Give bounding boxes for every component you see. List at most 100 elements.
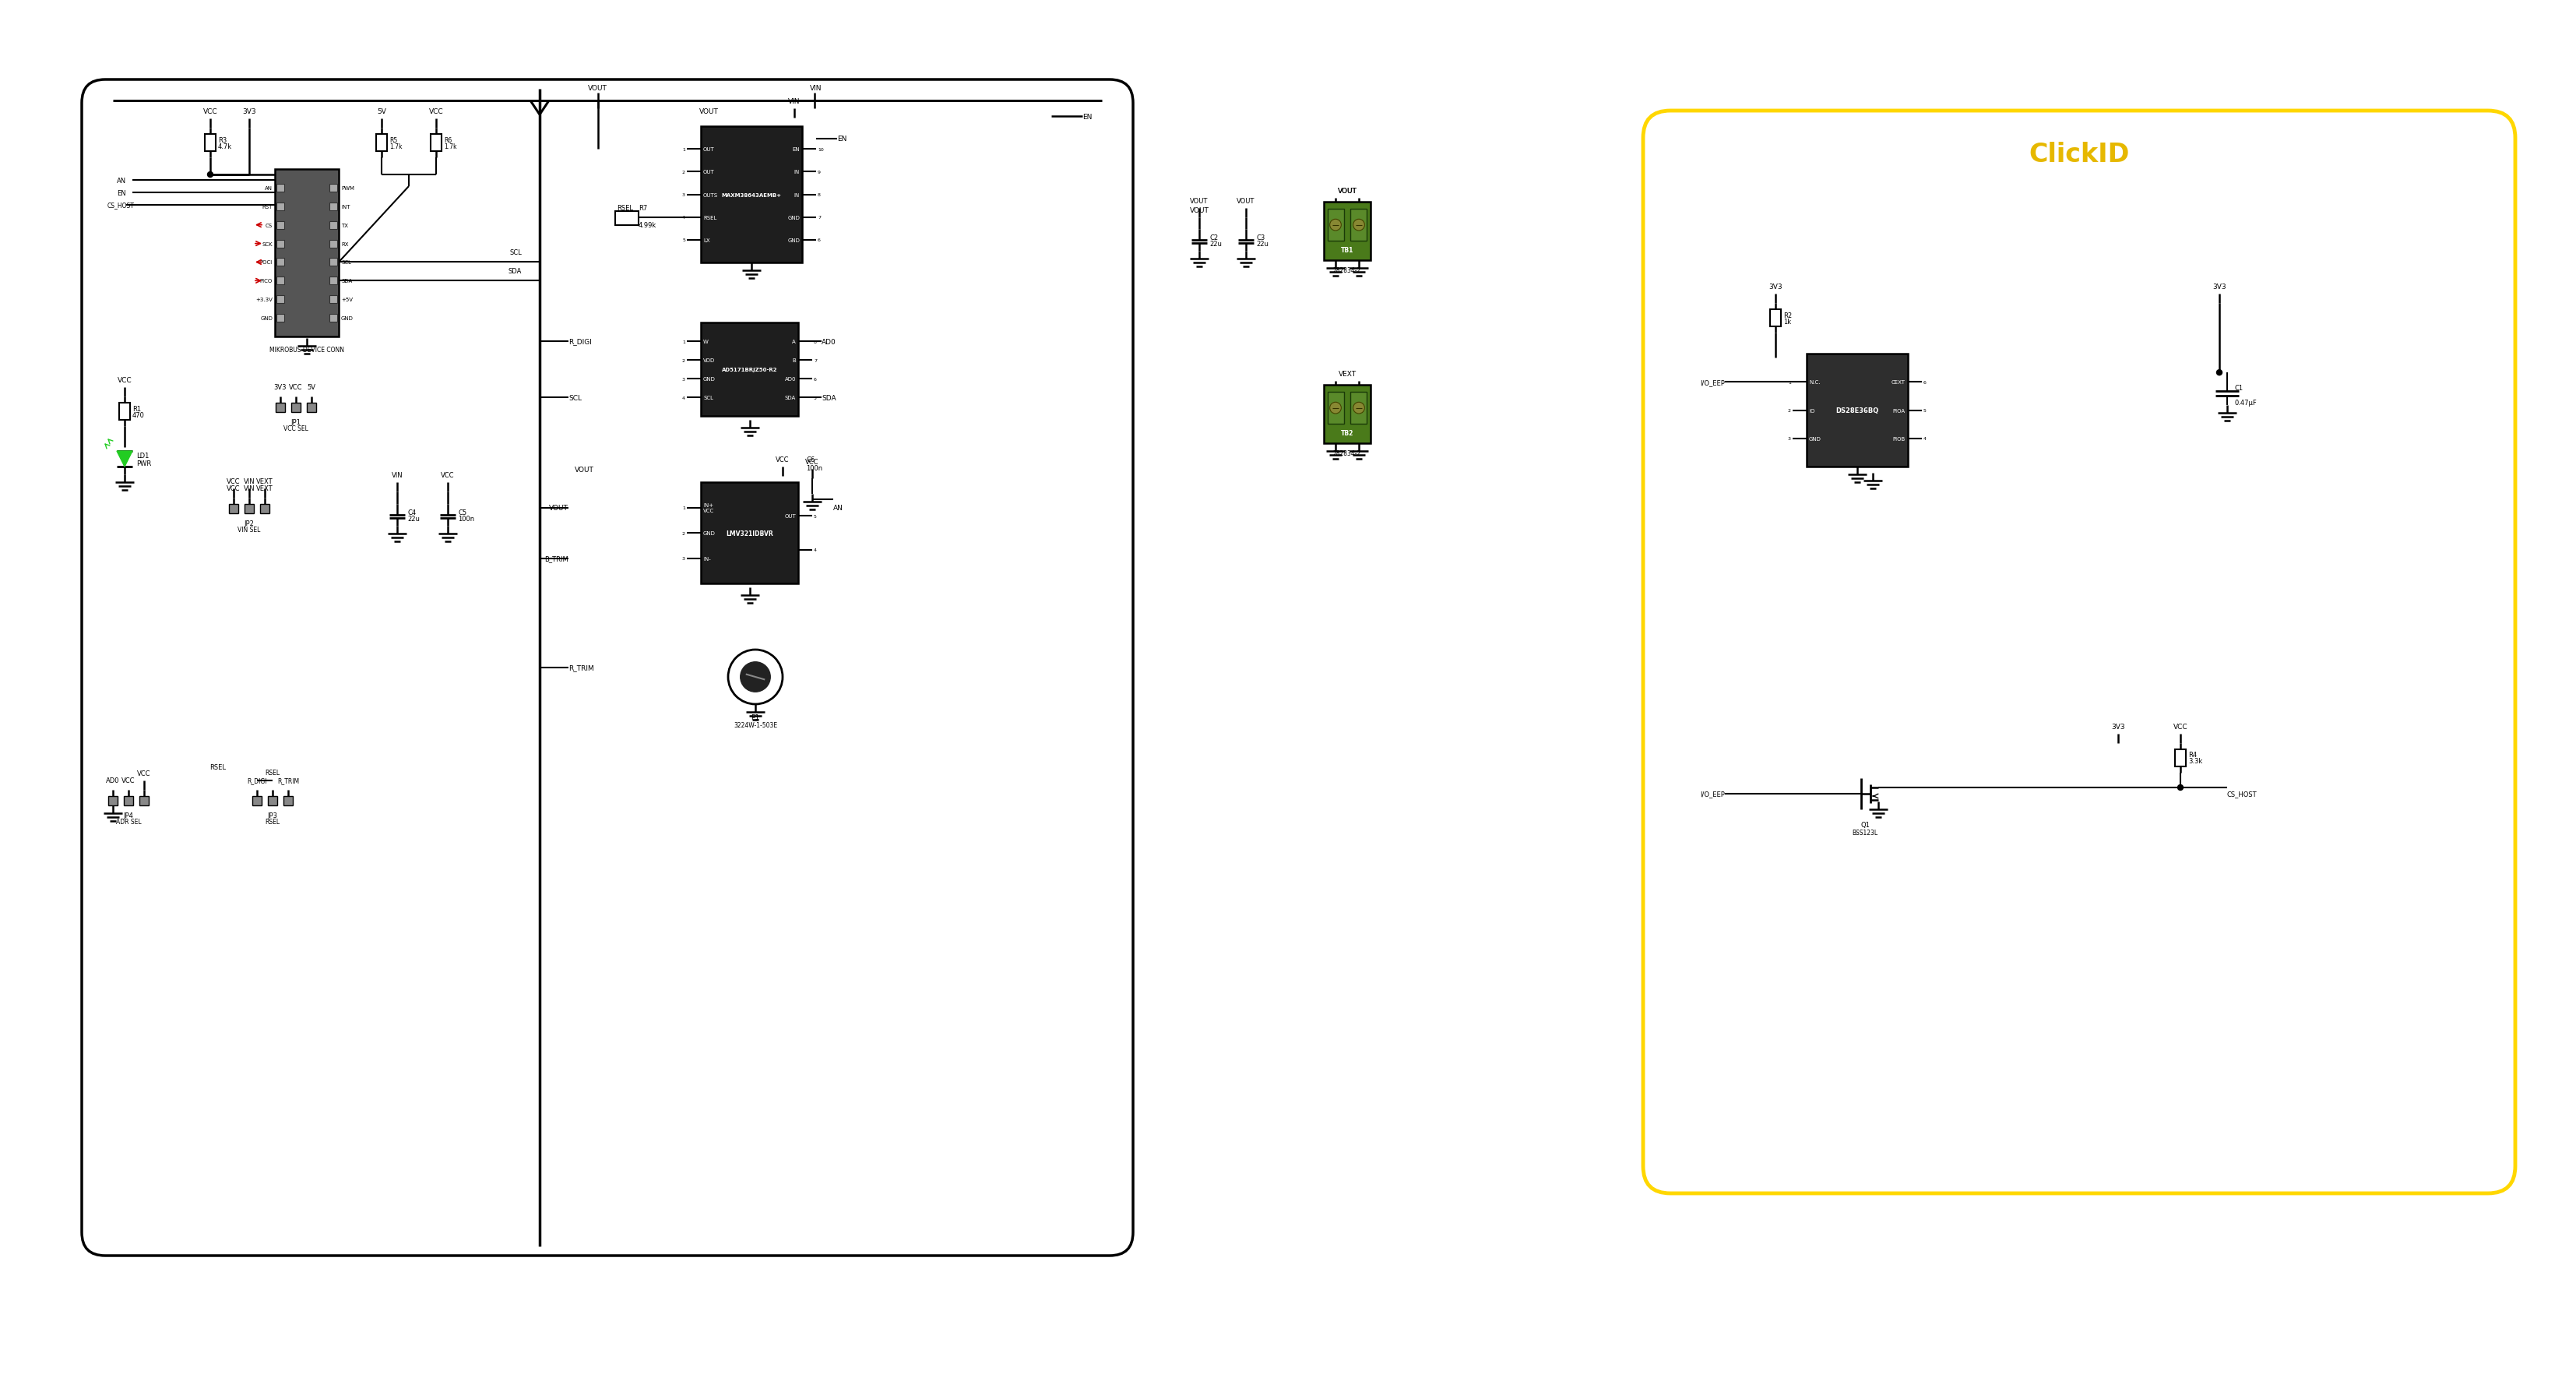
Bar xyxy=(1327,209,1345,242)
Text: GND: GND xyxy=(703,376,716,382)
Bar xyxy=(118,403,129,420)
Text: VCC: VCC xyxy=(137,769,152,776)
Text: PIOA: PIOA xyxy=(1893,408,1906,414)
Text: RST: RST xyxy=(263,205,273,209)
Circle shape xyxy=(209,172,214,177)
Text: SCL: SCL xyxy=(703,396,714,400)
Text: R_TRIM: R_TRIM xyxy=(569,665,595,672)
Text: VCC: VCC xyxy=(2174,723,2187,730)
Text: JP3: JP3 xyxy=(268,812,278,819)
Text: 1.7k: 1.7k xyxy=(443,143,456,150)
Text: SDA: SDA xyxy=(786,396,796,400)
Bar xyxy=(1324,202,1370,261)
Text: BSS123L: BSS123L xyxy=(1852,829,1878,835)
Text: OUT: OUT xyxy=(703,170,714,174)
Text: TB2: TB2 xyxy=(1340,430,1352,437)
Bar xyxy=(1806,354,1909,467)
Circle shape xyxy=(2177,785,2182,790)
Text: 5V: 5V xyxy=(307,383,317,390)
Circle shape xyxy=(2215,370,2223,375)
Bar xyxy=(252,797,263,805)
Text: 0.47µF: 0.47µF xyxy=(2236,400,2257,407)
Bar xyxy=(330,295,337,304)
Text: 3224W-1-503E: 3224W-1-503E xyxy=(734,721,778,728)
Text: 282834-2: 282834-2 xyxy=(1332,449,1360,458)
Circle shape xyxy=(1329,220,1342,231)
Text: GND: GND xyxy=(788,238,799,243)
Text: RSEL: RSEL xyxy=(265,818,281,826)
Bar xyxy=(276,170,337,337)
Text: CEXT: CEXT xyxy=(1891,381,1906,385)
Text: R2: R2 xyxy=(1783,312,1793,319)
Text: VCC: VCC xyxy=(204,109,216,115)
Text: EN: EN xyxy=(793,147,799,153)
Text: 3V3: 3V3 xyxy=(2112,723,2125,730)
Text: 2: 2 xyxy=(683,532,685,536)
Text: RSEL: RSEL xyxy=(616,205,634,212)
Text: IN+
VCC: IN+ VCC xyxy=(703,503,714,513)
Bar xyxy=(260,504,270,514)
Bar xyxy=(124,797,134,805)
Bar xyxy=(701,126,801,264)
Text: R3: R3 xyxy=(219,136,227,144)
Bar xyxy=(330,184,337,192)
Text: 3: 3 xyxy=(683,556,685,561)
Text: R7: R7 xyxy=(639,205,647,212)
Bar xyxy=(276,203,283,210)
Text: PIOB: PIOB xyxy=(1893,437,1906,441)
Text: 4: 4 xyxy=(683,396,685,400)
Text: RSEL: RSEL xyxy=(209,764,227,771)
Bar xyxy=(276,221,283,229)
Text: VCC SEL: VCC SEL xyxy=(283,425,309,431)
Text: 1k: 1k xyxy=(1783,317,1790,326)
Text: 4: 4 xyxy=(1924,437,1927,441)
Text: P1: P1 xyxy=(752,714,760,721)
Text: C5: C5 xyxy=(459,508,466,515)
Bar xyxy=(1324,385,1370,444)
Text: 3: 3 xyxy=(1788,437,1790,441)
Bar xyxy=(291,403,301,412)
Text: SCK: SCK xyxy=(263,242,273,246)
Circle shape xyxy=(1352,220,1365,231)
Text: SDA: SDA xyxy=(507,268,523,275)
Text: 6: 6 xyxy=(1924,381,1927,385)
Text: RX: RX xyxy=(340,242,348,246)
Text: SDA: SDA xyxy=(822,394,837,401)
Text: 470: 470 xyxy=(131,411,144,419)
Text: 100n: 100n xyxy=(459,515,474,522)
Text: 8: 8 xyxy=(814,339,817,344)
Text: +3.3V: +3.3V xyxy=(255,298,273,302)
Bar xyxy=(139,797,149,805)
Text: AD5171BRJZ50-R2: AD5171BRJZ50-R2 xyxy=(721,367,778,372)
Text: 3: 3 xyxy=(683,194,685,196)
Text: VEXT: VEXT xyxy=(258,478,273,485)
Text: C6: C6 xyxy=(806,456,814,463)
Bar xyxy=(1350,393,1368,425)
Text: VIN: VIN xyxy=(245,485,255,492)
Text: 5: 5 xyxy=(814,396,817,400)
Text: 3: 3 xyxy=(683,378,685,381)
Text: VCC: VCC xyxy=(121,776,137,785)
Text: LMV321IDBVR: LMV321IDBVR xyxy=(726,530,773,537)
Text: GND: GND xyxy=(260,316,273,320)
Bar xyxy=(616,212,639,225)
Text: R6: R6 xyxy=(443,136,451,144)
Text: AD0: AD0 xyxy=(786,376,796,382)
Text: SCL: SCL xyxy=(569,394,582,401)
Text: VOUT: VOUT xyxy=(1337,188,1358,195)
Text: RSEL: RSEL xyxy=(703,216,716,220)
Text: 1: 1 xyxy=(1788,381,1790,385)
Text: VCC: VCC xyxy=(806,459,819,466)
Bar xyxy=(330,278,337,286)
Text: VIN: VIN xyxy=(788,98,801,104)
Text: 1.7k: 1.7k xyxy=(389,143,402,150)
Circle shape xyxy=(739,662,770,692)
Text: 4.99k: 4.99k xyxy=(639,221,657,228)
Bar xyxy=(276,295,283,304)
Bar xyxy=(276,240,283,247)
Text: CS_HOST: CS_HOST xyxy=(108,202,134,209)
Text: 6: 6 xyxy=(814,378,817,381)
Text: 282834-2: 282834-2 xyxy=(1332,267,1360,273)
Bar xyxy=(276,278,283,286)
Text: RSEL: RSEL xyxy=(265,769,281,776)
